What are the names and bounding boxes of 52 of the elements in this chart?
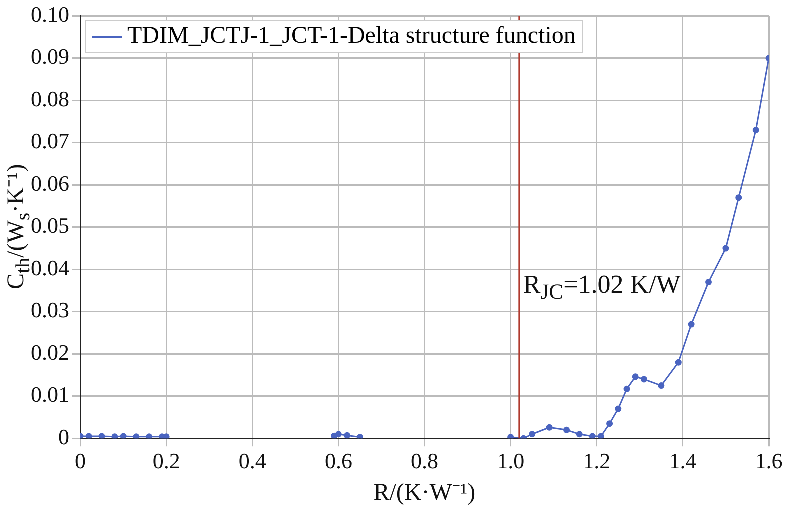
x-axis-title: R/(K·W⁻¹) bbox=[374, 479, 476, 507]
point bbox=[356, 434, 364, 439]
point bbox=[86, 433, 92, 439]
x-tick-label: 1.6 bbox=[755, 448, 783, 474]
ref-line-label: R$_{JC}$=1.02 K/W bbox=[523, 270, 681, 305]
x-tick-label: 0.2 bbox=[152, 448, 180, 474]
point bbox=[675, 359, 682, 366]
x-tick-label: 0.4 bbox=[238, 448, 266, 474]
point bbox=[624, 386, 630, 392]
y-tick-label: 0.07 bbox=[31, 128, 70, 154]
point bbox=[736, 194, 742, 202]
x-tick-label: 1.2 bbox=[583, 448, 611, 474]
point bbox=[632, 374, 639, 380]
y-tick-label: 0 bbox=[58, 424, 70, 450]
point bbox=[163, 434, 170, 439]
point bbox=[344, 432, 351, 439]
point bbox=[529, 431, 536, 438]
x-tick-label: 1.0 bbox=[497, 448, 525, 474]
point bbox=[576, 431, 583, 438]
point bbox=[615, 406, 622, 412]
x-tick-label: 1.4 bbox=[669, 448, 697, 474]
point bbox=[706, 279, 712, 286]
y-tick-label: 0.10 bbox=[31, 2, 70, 27]
point bbox=[752, 127, 760, 134]
y-tick-label: 0.08 bbox=[31, 86, 70, 112]
y-tick-label: 0.04 bbox=[31, 255, 70, 280]
point bbox=[146, 434, 153, 439]
x-tick-label: 0.6 bbox=[324, 448, 352, 474]
y-tick-label: 0.09 bbox=[31, 44, 70, 70]
point bbox=[133, 434, 140, 439]
point bbox=[658, 382, 665, 390]
y-tick-label: 0.06 bbox=[31, 170, 70, 196]
point bbox=[335, 431, 342, 438]
legend-label: TDIM_JCTJ-1_JCT-1-Delta structure function bbox=[128, 23, 576, 50]
point bbox=[688, 321, 695, 328]
y-tick-label: 0.05 bbox=[31, 213, 70, 238]
point bbox=[640, 376, 648, 383]
point bbox=[112, 434, 118, 439]
point bbox=[606, 420, 614, 428]
point bbox=[722, 245, 730, 252]
y-tick-label: 0.03 bbox=[31, 298, 70, 323]
point bbox=[564, 426, 570, 434]
point bbox=[598, 433, 604, 439]
point bbox=[508, 434, 514, 439]
point bbox=[589, 433, 596, 439]
point bbox=[98, 433, 106, 439]
y-tick-label: 0.01 bbox=[31, 382, 70, 408]
point bbox=[546, 424, 553, 431]
point bbox=[120, 433, 127, 439]
x-tick-label: 0 bbox=[75, 448, 86, 474]
x-tick-label: 0.8 bbox=[411, 448, 438, 474]
y-tick-label: 0.02 bbox=[31, 340, 70, 365]
